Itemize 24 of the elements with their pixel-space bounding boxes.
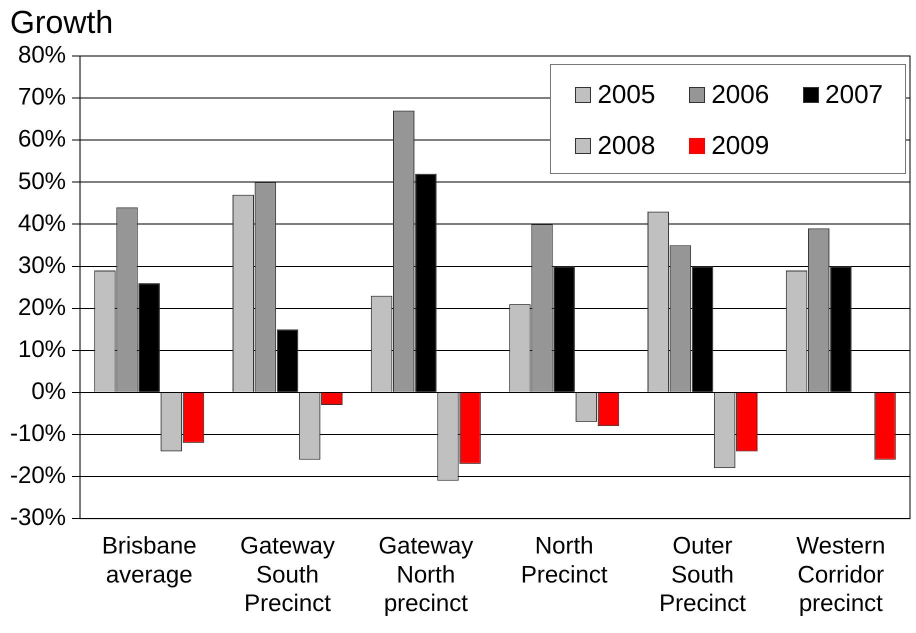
x-tick-label: Western Corridor precinct <box>796 532 886 618</box>
legend-label: 2006 <box>711 79 770 110</box>
y-tick-label: 10% <box>18 336 66 364</box>
y-tick-label: 50% <box>18 168 66 195</box>
x-tick-label: Outer South Precinct <box>659 532 746 618</box>
chart-title: Growth <box>10 4 114 41</box>
legend-label: 2009 <box>711 130 770 161</box>
y-tick-label: -30% <box>10 504 66 532</box>
y-tick-label: 60% <box>18 126 66 153</box>
y-tick-label: -10% <box>10 420 66 448</box>
y-tick-label: 0% <box>31 378 66 406</box>
x-tick-label: North Precinct <box>520 532 608 588</box>
y-tick-label: 70% <box>18 84 66 111</box>
x-tick-label: Gateway South Precinct <box>240 532 335 618</box>
x-tick-label: Gateway North precinct <box>378 532 474 618</box>
y-tick-label: 30% <box>18 252 66 279</box>
y-tick-label: 80% <box>18 42 66 69</box>
y-tick-label: 40% <box>18 210 66 237</box>
y-tick-label: 20% <box>18 294 66 321</box>
legend-label: 2005 <box>597 79 656 110</box>
y-tick-label: -20% <box>10 462 66 490</box>
x-tick-label: Brisbane average <box>102 532 197 588</box>
legend-label: 2008 <box>597 130 656 161</box>
legend-label: 2007 <box>825 79 883 110</box>
